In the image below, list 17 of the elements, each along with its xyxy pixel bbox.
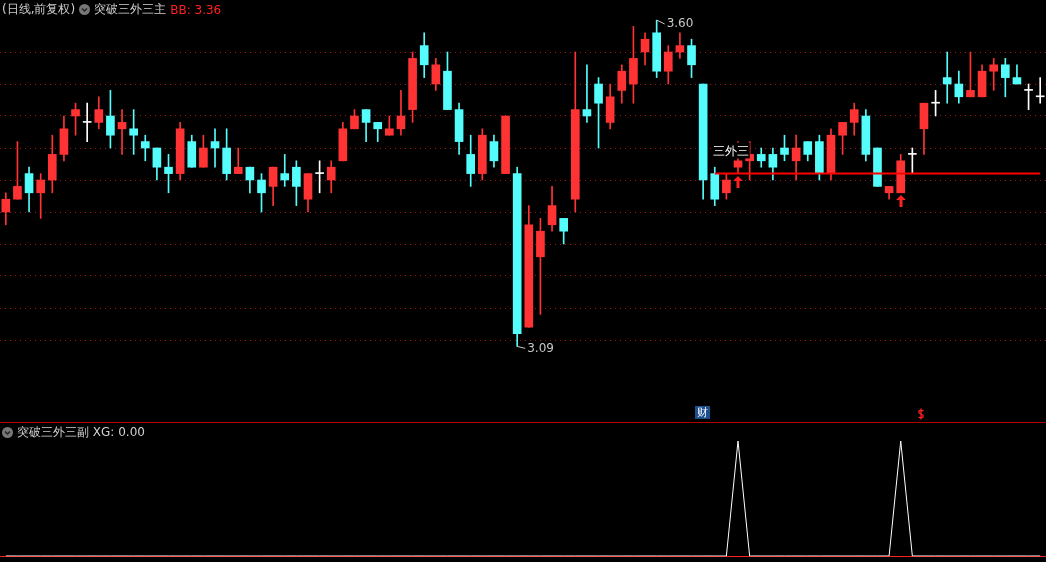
candlestick: [582, 64, 592, 123]
text: 财: [695, 406, 710, 419]
annotation: 3.09: [527, 340, 554, 355]
candlestick: [82, 102, 92, 142]
chart-title: 突破三外三副 XG: 0.00: [17, 424, 145, 441]
annotation: 3.60: [666, 16, 694, 31]
candlestick: [989, 58, 999, 91]
candlestick: [210, 128, 220, 168]
candlestick: [1035, 77, 1045, 104]
text: BB: 3.36: [170, 2, 222, 17]
candlestick: [280, 154, 290, 187]
chart-title: (日线,前复权): [2, 1, 76, 18]
candlestick: [675, 32, 685, 59]
series-label: 三外三: [712, 143, 749, 158]
candlestick: [942, 51, 952, 104]
chart-subtitle: 突破三外三主: [94, 1, 167, 18]
candlestick: [117, 109, 127, 155]
